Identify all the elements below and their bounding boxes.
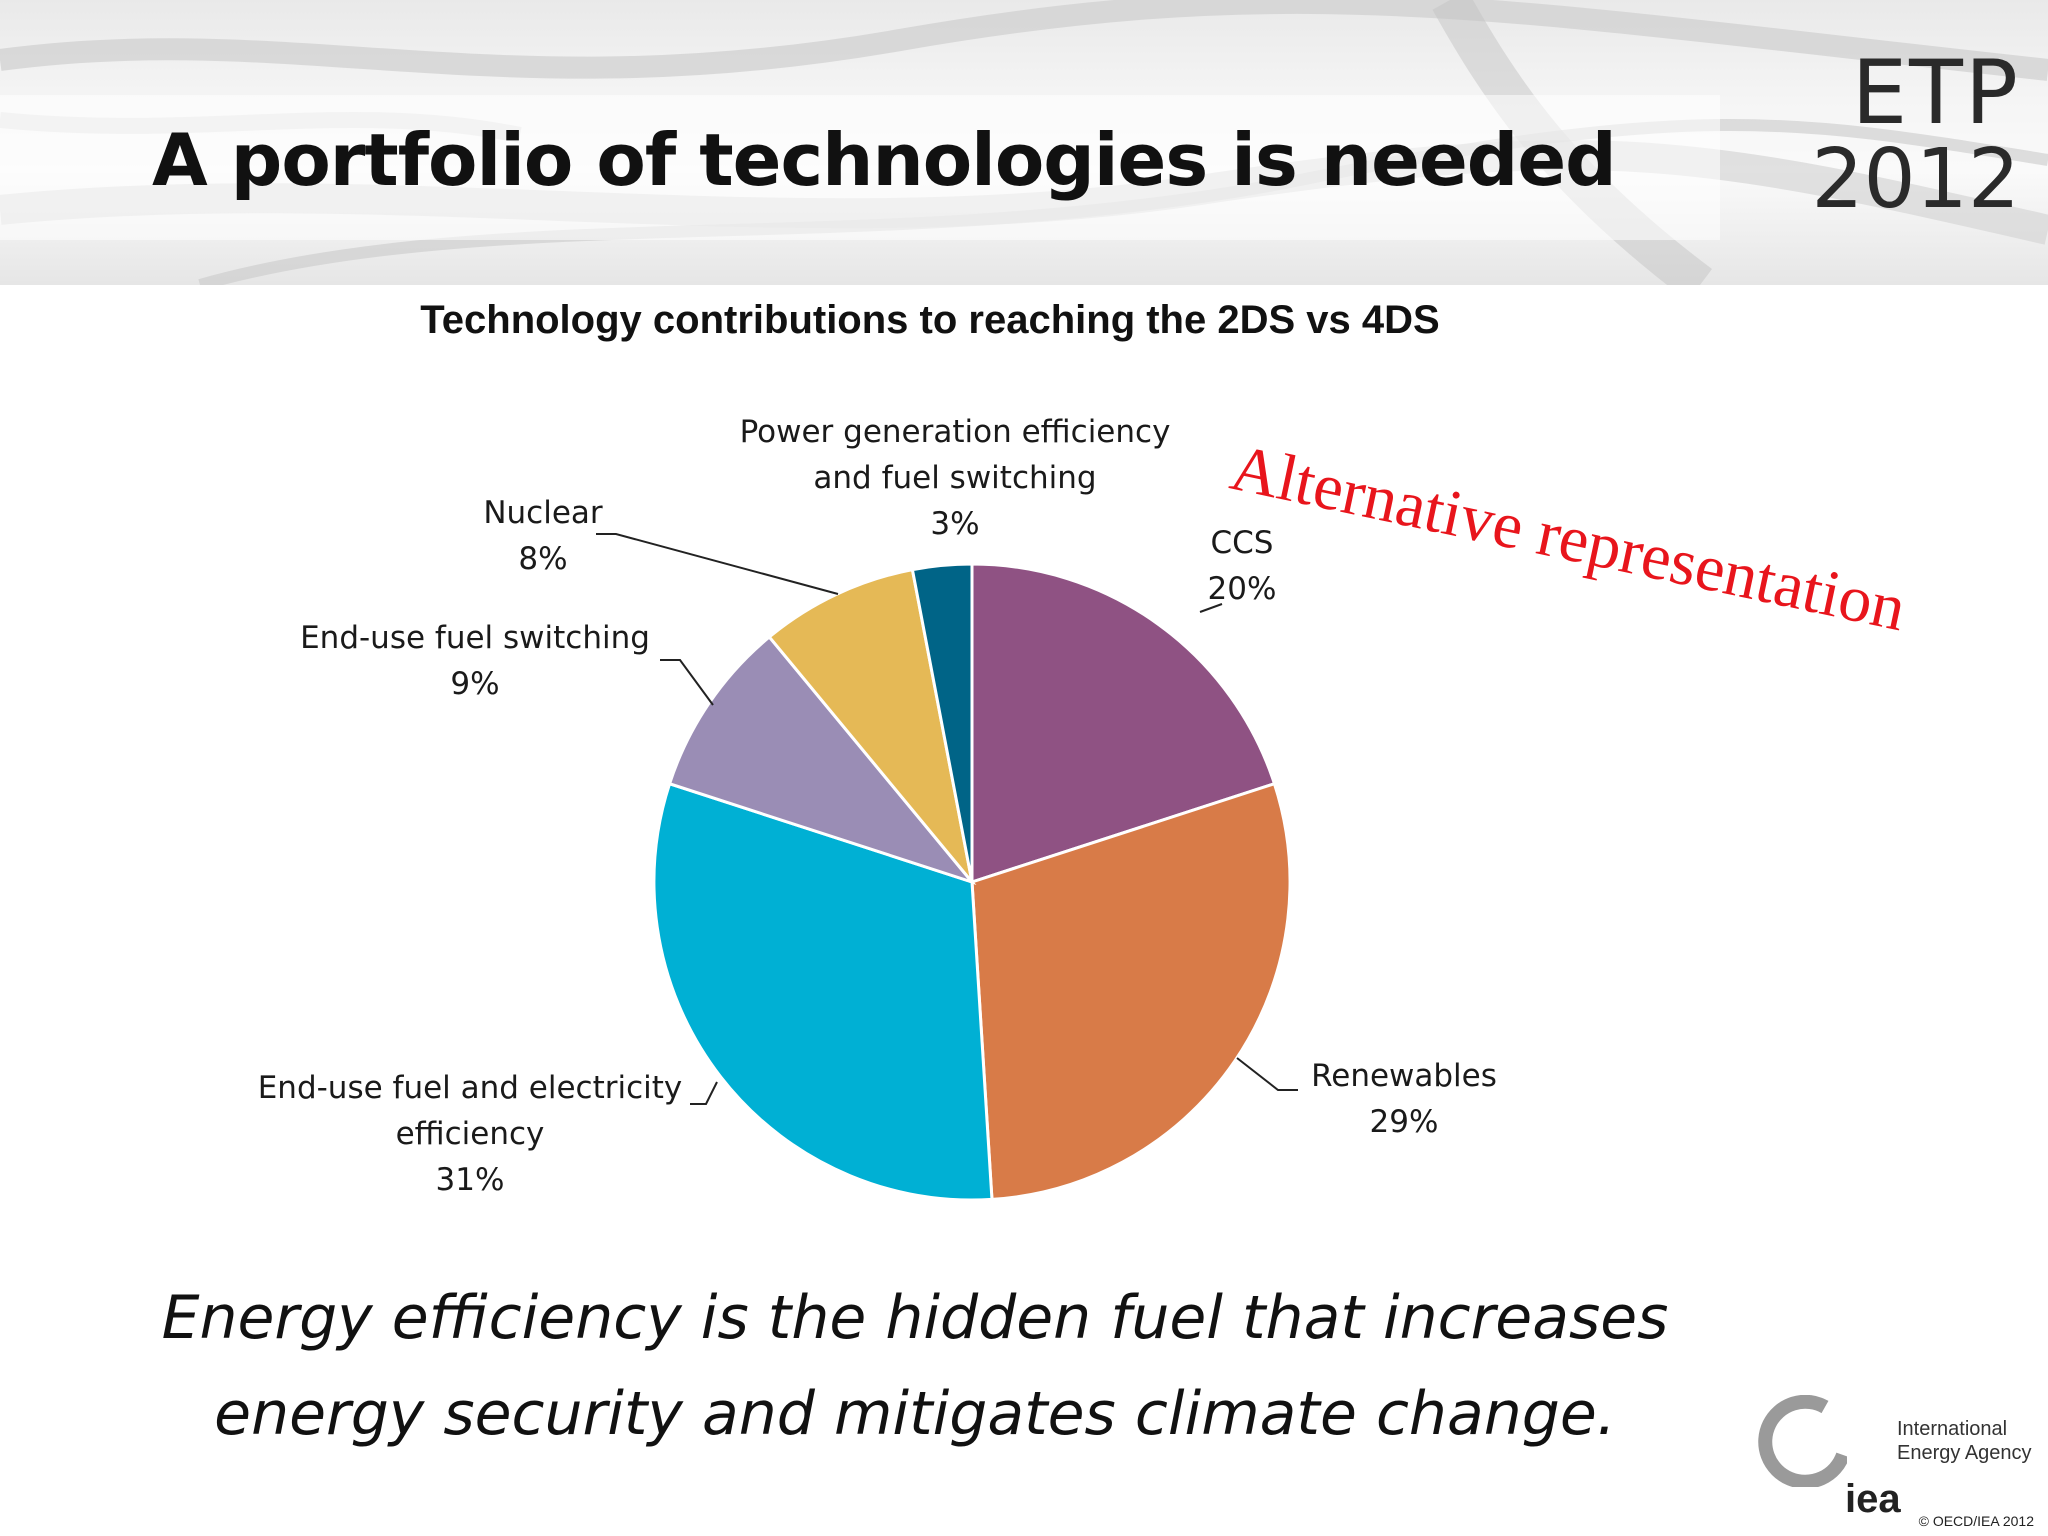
- iea-short-name: iea: [1845, 1477, 1901, 1521]
- chart-title: Technology contributions to reaching the…: [420, 298, 1440, 342]
- slice-label-nuclear: Nuclear: [483, 495, 603, 531]
- tagline-line-1: Energy efficiency is the hidden fuel tha…: [161, 1283, 1669, 1353]
- slice-label-renewables: Renewables: [1311, 1058, 1497, 1094]
- pie-slice-power-generation-efficiency: [910, 562, 974, 883]
- tagline: Energy efficiency is the hidden fuel tha…: [0, 1270, 1830, 1462]
- leader-line-ccs: [1199, 603, 1223, 613]
- slice-label-ccs: CCS: [1211, 525, 1274, 561]
- data-label-renewables: 29%: [1370, 1104, 1439, 1140]
- iea-name-line-1: International: [1897, 1418, 2008, 1440]
- leader-line-renewables: [1236, 1057, 1298, 1091]
- header-banner: [0, 0, 2048, 285]
- banner-decoration: [0, 0, 2048, 285]
- leader-line-end-use-fuel-and-electricity: [690, 1081, 718, 1105]
- slide-title: A portfolio of technologies is needed: [152, 118, 1617, 202]
- data-label-end-use-fuel-and-electricity: 31%: [436, 1162, 505, 1198]
- pie-slice-end-use-fuel-switching: [667, 634, 977, 886]
- pie-slice-renewables: [970, 781, 1292, 1201]
- slice-label-end-use-fuel-and-electricity: End-use fuel and electricity: [258, 1070, 683, 1106]
- slice-label-power-generation-efficiency: Power generation efficiency: [740, 414, 1171, 450]
- data-label-ccs: 20%: [1208, 571, 1277, 607]
- slice-label-end-use-fuel-switching: End-use fuel switching: [300, 620, 650, 656]
- iea-logo: iea International Energy Agency: [1755, 1395, 2047, 1521]
- data-label-nuclear: 8%: [518, 541, 567, 577]
- iea-name-line-2: Energy Agency: [1897, 1442, 2032, 1464]
- pie-slice-ccs: [970, 562, 1277, 885]
- iea-full-name: International Energy Agency: [1897, 1417, 2047, 1465]
- slice-label-power-generation-efficiency: and fuel switching: [813, 460, 1096, 496]
- logo-line-etp: ETP: [1851, 41, 2020, 144]
- pie-slice-end-use-fuel-and-electricity: [652, 781, 994, 1202]
- copyright: © OECD/IEA 2012: [1918, 1513, 2034, 1529]
- leader-line-nuclear: [596, 533, 839, 595]
- data-label-power-generation-efficiency: 3%: [930, 506, 979, 542]
- iea-swoosh-icon: [1758, 1395, 1847, 1487]
- data-label-end-use-fuel-switching: 9%: [450, 666, 499, 702]
- slice-label-end-use-fuel-and-electricity: efficiency: [396, 1116, 545, 1152]
- leader-line-end-use-fuel-switching: [660, 659, 714, 706]
- logo-line-year: 2012: [1811, 131, 2020, 227]
- pie-chart: CCS 20% Renewables 29% End-use fuel and elec…: [258, 414, 1497, 1202]
- etp-2012-logo: ETP 2012: [1780, 48, 2020, 221]
- tagline-line-2: energy security and mitigates climate ch…: [214, 1379, 1616, 1449]
